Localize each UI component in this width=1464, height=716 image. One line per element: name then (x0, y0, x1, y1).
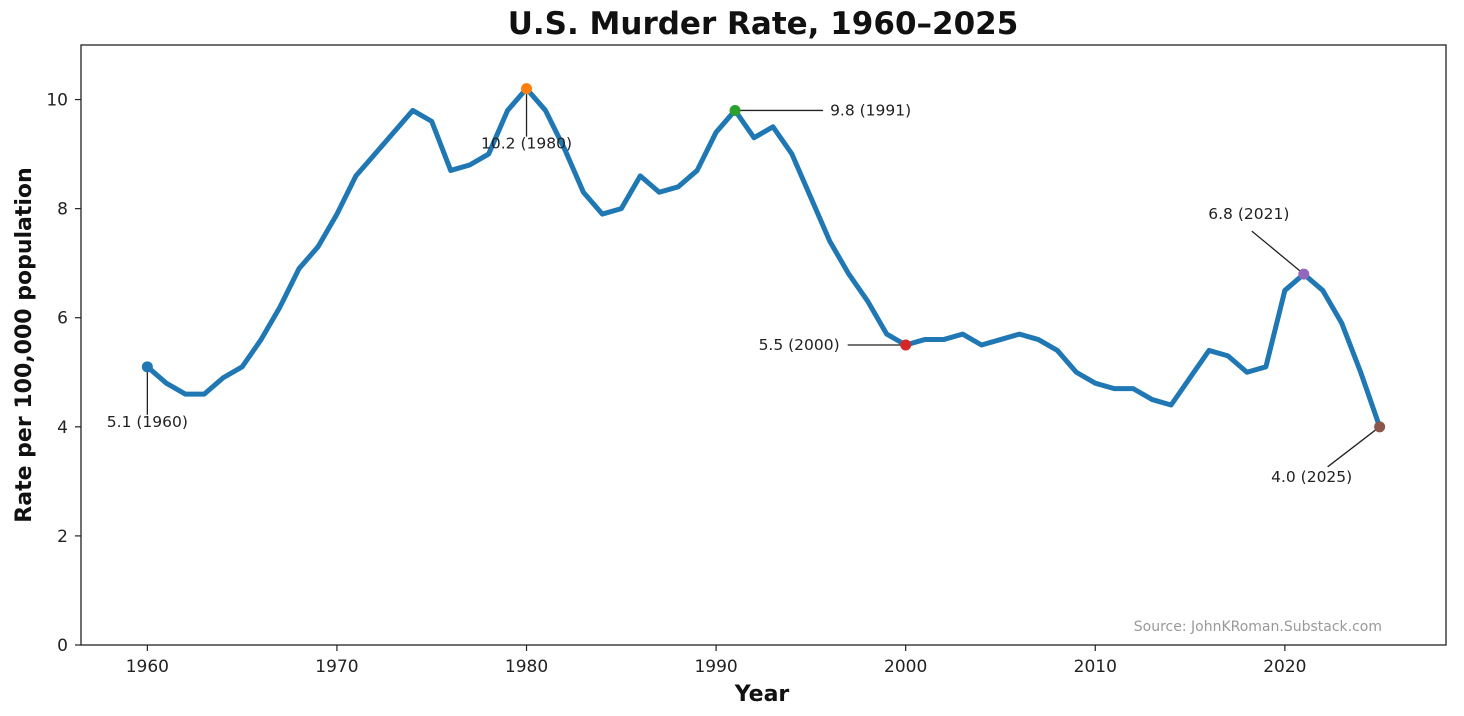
annotation-arrow (1251, 230, 1305, 275)
plot-frame (80, 44, 1447, 646)
annotation-labels: 5.1 (1960) 10.2 (1980) 9.8 (1991) 5.5 (2000… (107, 101, 1352, 485)
annotation-markers (141, 83, 1386, 433)
series-line-murder-rate (144, 86, 1383, 430)
axes-layer: 1960 1970 1980 1990 2000 2010 2020 0 2 4 6 8 10 (46, 91, 1306, 677)
x-tick-label: 2010 (1074, 657, 1117, 677)
annotation-label: 9.8 (1991) (830, 101, 911, 119)
annotation-lines (146, 88, 1381, 468)
annotation-label: 5.1 (1960) (107, 413, 188, 431)
y-tick-label: 4 (57, 418, 68, 438)
x-tick-label: 2020 (1263, 657, 1306, 677)
annotation-label: 10.2 (1980) (481, 135, 572, 153)
chart-title: U.S. Murder Rate, 1960–2025 (508, 6, 1019, 42)
annotation-marker (141, 361, 153, 373)
y-tick-label: 10 (46, 91, 68, 111)
annotation-label: 6.8 (2021) (1208, 205, 1289, 223)
x-tick-label: 1970 (315, 657, 358, 677)
y-tick-label: 8 (57, 200, 68, 220)
annotation-marker (900, 339, 912, 351)
annotation-label: 4.0 (2025) (1271, 468, 1352, 486)
annotation-marker (1374, 421, 1386, 433)
annotation-marker (729, 104, 741, 116)
x-tick-label: 1990 (694, 657, 737, 677)
x-tick-label: 2000 (884, 657, 927, 677)
x-tick-label: 1980 (505, 657, 548, 677)
x-axis-label: Year (734, 682, 790, 707)
x-tick-label: 1960 (126, 657, 169, 677)
source-note: Source: JohnKRoman.Substack.com (1134, 619, 1382, 635)
annotation-label: 5.5 (2000) (759, 336, 840, 354)
annotation-marker (1298, 268, 1310, 280)
y-tick-label: 0 (57, 636, 68, 656)
y-tick-label: 2 (57, 527, 68, 547)
y-axis-label: Rate per 100,000 population (12, 167, 37, 522)
annotation-arrow (1327, 426, 1381, 468)
y-tick-label: 6 (57, 309, 68, 329)
annotation-marker (521, 83, 533, 95)
